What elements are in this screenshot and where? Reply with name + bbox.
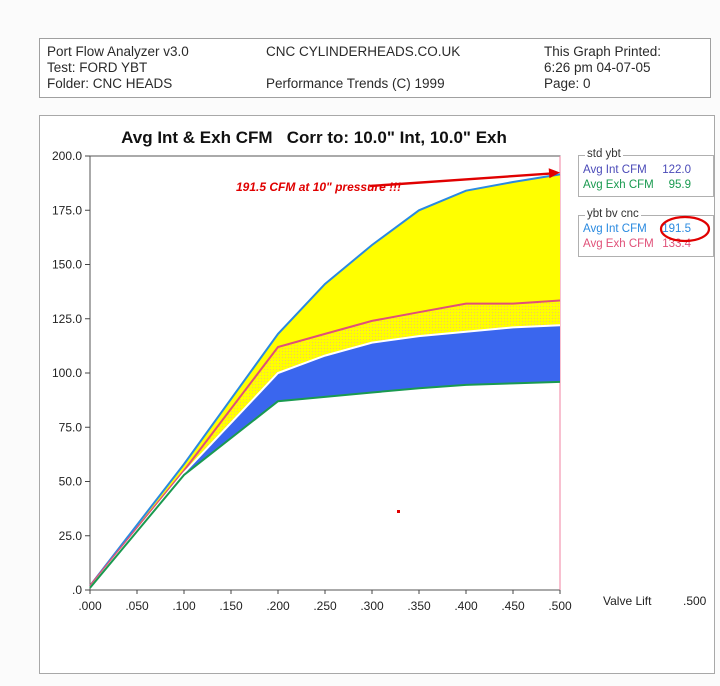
series-std-int-line [89, 324, 561, 589]
report-header: Port Flow Analyzer v3.0 Test: FORD YBT F… [39, 38, 711, 98]
annotation-arrow-head [548, 168, 560, 179]
legend-std-int-label: Avg Int CFM [583, 164, 647, 176]
x-tick-label: .250 [313, 599, 337, 613]
y-tick-label: 125.0 [52, 312, 82, 326]
legend-cnc-exh-label: Avg Exh CFM [583, 238, 654, 250]
test-name: Test: FORD YBT [47, 60, 148, 75]
legend-ybt-bv-cnc-title: ybt bv cnc [585, 208, 641, 220]
printed-time: 6:26 pm 04-07-05 [544, 60, 651, 75]
legend-ybt-bv-cnc [578, 215, 714, 257]
x-tick-label: .000 [78, 599, 102, 613]
y-tick-label: 200.0 [52, 149, 82, 163]
copyright: Performance Trends (C) 1999 [266, 76, 445, 91]
x-tick-label: .050 [125, 599, 149, 613]
y-tick-label: .0 [72, 583, 82, 597]
x-tick-label: .350 [407, 599, 431, 613]
legend-std-ybt [578, 155, 714, 197]
fill-std-band [90, 325, 560, 588]
x-tick-label: .500 [548, 599, 572, 613]
y-tick-label: 50.0 [59, 475, 83, 489]
app-name: Port Flow Analyzer v3.0 [47, 44, 189, 59]
legend-cnc-exh-value: 133.4 [662, 238, 691, 250]
folder-name: Folder: CNC HEADS [47, 76, 173, 91]
y-tick-label: 25.0 [59, 529, 83, 543]
page-number: Page: 0 [544, 76, 591, 91]
x-tick-label: .400 [454, 599, 478, 613]
annotation-arrow-shaft [369, 172, 553, 188]
x-tick-label: .150 [219, 599, 243, 613]
legend-cnc-int-label: Avg Int CFM [583, 223, 647, 235]
legend-std-exh-value: 95.9 [668, 179, 691, 191]
x-tick-label: .200 [266, 599, 290, 613]
series-cnc-exh-line [89, 299, 561, 587]
annotation-text: 191.5 CFM at 10" pressure !!! [236, 180, 401, 194]
legend-std-exh-label: Avg Exh CFM [583, 179, 654, 191]
y-tick-label: 75.0 [59, 420, 83, 434]
x-tick-label: .450 [501, 599, 525, 613]
series-cnc-int-line [89, 173, 561, 587]
legend-std-ybt-title: std ybt [585, 148, 623, 160]
x-tick-label: .300 [360, 599, 384, 613]
y-tick-label: 150.0 [52, 258, 82, 272]
legend-cnc-int-value: 191.5 [662, 223, 691, 235]
series-std-exh-line [89, 380, 561, 589]
fill-int-exh-gain [90, 174, 560, 586]
site-name: CNC CYLINDERHEADS.CO.UK [266, 44, 461, 59]
chart-title: Avg Int & Exh CFM Corr to: 10.0" Int, 10… [121, 128, 507, 147]
stray-marker [397, 510, 400, 513]
printed-label: This Graph Printed: [544, 44, 662, 59]
x-tick-label: .100 [172, 599, 196, 613]
legend-std-int-value: 122.0 [662, 164, 691, 176]
y-tick-label: 100.0 [52, 366, 82, 380]
y-tick-label: 175.0 [52, 203, 82, 217]
valve-lift-label: Valve Lift [603, 594, 652, 608]
valve-lift-value: .500 [683, 594, 707, 608]
